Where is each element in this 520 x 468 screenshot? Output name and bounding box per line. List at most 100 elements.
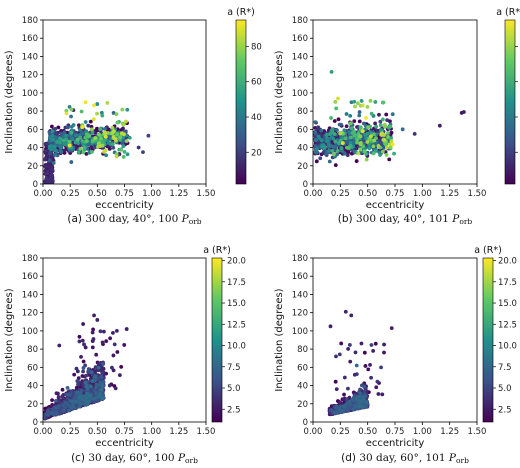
data-point	[96, 144, 100, 149]
x-tick-label: 1.50	[468, 427, 487, 437]
data-point	[343, 140, 348, 145]
data-point	[50, 177, 55, 182]
colorbar-tick-label: 60	[251, 78, 262, 88]
data-point	[387, 157, 392, 162]
data-point	[93, 390, 98, 395]
data-point	[47, 158, 52, 163]
data-point	[106, 134, 111, 139]
data-point	[61, 408, 66, 413]
data-point	[89, 370, 94, 375]
data-point	[101, 362, 106, 366]
data-point	[76, 150, 81, 155]
data-point	[81, 366, 86, 370]
data-point	[54, 398, 58, 403]
colorbar-title: a (R*)	[227, 7, 255, 18]
data-point	[114, 328, 119, 333]
colorbar-tick-label: 20.0	[498, 257, 517, 267]
data-point	[380, 392, 385, 397]
data-point	[354, 159, 359, 163]
data-point	[92, 145, 97, 150]
data-point	[388, 124, 393, 129]
data-point	[79, 109, 84, 114]
data-point	[65, 392, 70, 397]
data-point	[62, 148, 66, 153]
data-point	[122, 343, 127, 347]
data-point	[69, 160, 74, 164]
data-point	[87, 399, 92, 404]
data-point	[105, 101, 110, 105]
data-point	[75, 390, 80, 395]
data-point	[90, 138, 95, 143]
data-point	[381, 100, 386, 105]
data-point	[338, 131, 343, 136]
data-point	[351, 407, 356, 412]
data-point	[54, 411, 58, 415]
colorbar-tick-label: 20	[251, 148, 262, 158]
data-point	[69, 124, 74, 129]
data-point	[326, 142, 331, 147]
y-axis-label: Inclination (degrees)	[274, 288, 285, 391]
y-axis-label: Inclination (degrees)	[4, 50, 15, 153]
data-point	[64, 111, 69, 116]
data-point	[362, 350, 367, 355]
data-point	[53, 153, 57, 157]
x-tick-label: 0.50	[88, 427, 107, 437]
data-point	[93, 130, 98, 135]
data-point	[69, 130, 74, 135]
data-point	[384, 145, 389, 150]
data-point	[60, 394, 65, 399]
data-point	[339, 341, 344, 346]
data-point	[90, 127, 94, 132]
data-point	[386, 134, 390, 139]
panel-a: 0.00 0.25 0.50 0.75 1.00 1.25 1.50 0 20 40 60 80 100…	[4, 7, 262, 226]
data-point	[79, 401, 83, 406]
data-point	[375, 379, 380, 384]
data-point	[83, 395, 88, 400]
data-point	[67, 105, 72, 109]
data-point	[354, 372, 359, 377]
data-point	[388, 142, 392, 147]
data-point	[392, 151, 396, 156]
data-point	[313, 130, 318, 135]
data-point	[381, 117, 385, 122]
x-tick-label: 1.25	[440, 189, 459, 199]
x-axis-label: eccentricity	[366, 438, 425, 449]
data-point	[437, 123, 442, 128]
x-tick-label: 0.25	[331, 189, 350, 199]
data-point	[65, 385, 70, 390]
data-point	[88, 119, 93, 124]
data-point	[314, 138, 318, 143]
data-point	[319, 138, 324, 143]
data-point	[358, 134, 363, 139]
data-point	[362, 389, 367, 394]
data-point	[81, 369, 85, 374]
data-point	[376, 144, 381, 148]
x-tick-label: 1.50	[197, 189, 216, 199]
data-point	[354, 363, 359, 368]
data-point	[372, 132, 376, 137]
data-point	[82, 145, 87, 150]
y-tick-label: 40	[27, 144, 38, 154]
data-point	[98, 380, 103, 385]
data-point	[355, 140, 359, 145]
data-point	[389, 139, 394, 144]
data-point	[61, 403, 66, 408]
data-point	[110, 142, 115, 147]
y-tick-label: 20	[27, 400, 38, 410]
data-point	[341, 409, 346, 414]
colorbar-tick-label: 5.0	[227, 384, 241, 394]
y-tick-label: 160	[292, 34, 308, 44]
data-point	[373, 100, 378, 104]
data-point	[358, 404, 363, 409]
colorbar-tick-label: 5.0	[498, 384, 512, 394]
colorbar-title: a (R*)	[496, 7, 520, 18]
data-point	[371, 349, 376, 353]
data-point	[313, 120, 318, 125]
data-point	[335, 149, 340, 153]
y-tick-label: 40	[297, 144, 308, 154]
data-point	[382, 122, 387, 127]
data-point	[382, 342, 386, 347]
data-point	[122, 149, 127, 154]
data-point	[58, 136, 63, 141]
data-point	[369, 134, 373, 139]
